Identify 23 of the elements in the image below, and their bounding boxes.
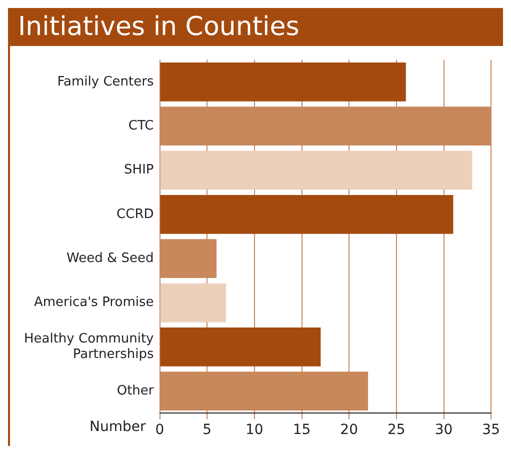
x-tick-label: 25 (388, 422, 406, 438)
x-tick-label: 5 (202, 422, 212, 438)
y-tick-label: Other (116, 383, 154, 398)
y-tick-label: CTC (128, 118, 154, 134)
bar (160, 194, 454, 234)
bar (160, 150, 472, 190)
x-tick-label: 15 (292, 422, 311, 438)
x-tick-label: 30 (434, 422, 453, 438)
x-tick-label: 10 (246, 422, 264, 438)
y-tick-label: CCRD (116, 206, 154, 222)
x-tick-label: 35 (482, 422, 500, 438)
chart-title: Initiatives in Counties (8, 8, 503, 46)
x-axis-title: Number (90, 418, 146, 435)
bar (160, 283, 226, 322)
y-tick-label: America's Promise (34, 295, 154, 310)
x-tick-label: 0 (155, 422, 164, 438)
y-tick-label: SHIP (124, 162, 154, 178)
y-tick-label: Family Centers (57, 74, 154, 90)
y-tick-label: Healthy Community Partnerships (24, 332, 154, 362)
bar (160, 62, 406, 102)
x-tick-label: 20 (340, 422, 358, 438)
bar (160, 328, 321, 366)
y-tick-label: Weed & Seed (66, 250, 154, 266)
